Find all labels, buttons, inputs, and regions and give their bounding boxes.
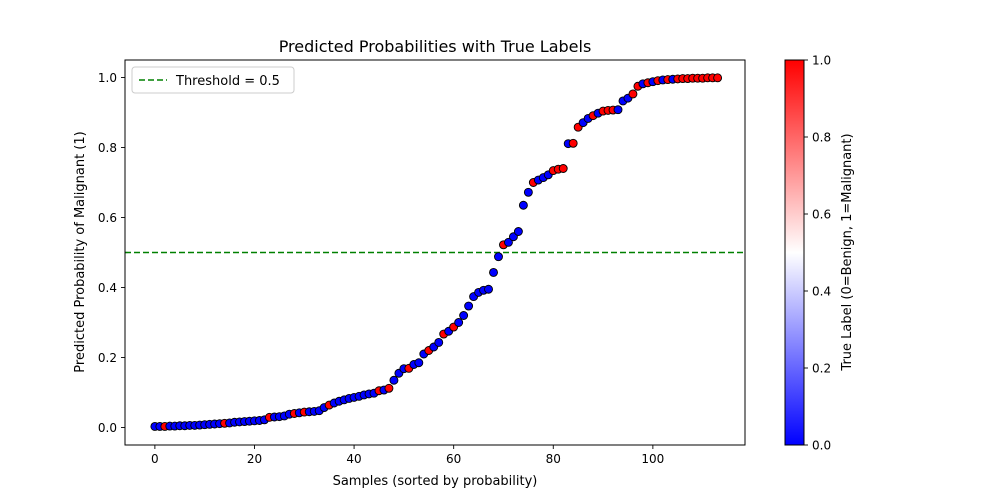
x-tick-label: 40 xyxy=(346,452,361,466)
y-axis-label: Predicted Probability of Malignant (1) xyxy=(73,131,88,372)
colorbar-tick-label: 0.8 xyxy=(812,131,831,145)
data-point xyxy=(518,200,528,210)
colorbar xyxy=(784,59,805,446)
data-point xyxy=(414,358,424,368)
colorbar-label: True Label (0=Benign, 1=Malignant) xyxy=(840,133,855,371)
x-tick-label: 0 xyxy=(151,452,159,466)
colorbar-tick-label: 1.0 xyxy=(812,54,831,68)
data-point xyxy=(513,227,523,236)
data-point xyxy=(523,187,533,197)
data-point xyxy=(494,252,503,262)
data-point xyxy=(558,164,568,173)
x-tick-label: 60 xyxy=(446,452,461,466)
chart-title: Predicted Probabilities with True Labels xyxy=(279,37,592,56)
data-point xyxy=(464,301,474,311)
data-point xyxy=(389,375,399,385)
x-axis: 0 20 40 60 80 100 xyxy=(151,445,664,466)
colorbar-tick-label: 0.0 xyxy=(812,439,831,453)
data-point xyxy=(434,338,444,347)
data-point xyxy=(504,237,513,247)
x-tick-label: 20 xyxy=(247,452,262,466)
y-tick-label: 0.4 xyxy=(98,281,117,295)
legend-box xyxy=(131,66,295,94)
y-tick-label: 0.0 xyxy=(98,421,117,435)
data-points xyxy=(150,73,723,431)
colorbar-tick-label: 0.2 xyxy=(812,362,831,376)
data-point xyxy=(454,318,464,327)
colorbar-axis: 0.0 0.2 0.4 0.6 0.8 1.0 xyxy=(804,54,831,453)
data-point xyxy=(713,73,723,83)
data-point xyxy=(613,105,623,115)
x-tick-label: 100 xyxy=(641,452,664,466)
data-point xyxy=(459,311,469,320)
data-point xyxy=(484,284,493,294)
legend-threshold-label: Threshold = 0.5 xyxy=(175,74,280,89)
x-axis-label: Samples (sorted by probability) xyxy=(333,474,538,489)
data-point xyxy=(489,268,498,277)
y-tick-label: 0.2 xyxy=(98,351,117,365)
legend: Threshold = 0.5 xyxy=(131,66,295,94)
data-point xyxy=(384,383,394,393)
x-tick-label: 80 xyxy=(546,452,561,466)
data-point xyxy=(628,89,638,99)
y-axis: 0.0 0.2 0.4 0.6 0.8 1.0 xyxy=(98,71,125,435)
y-tick-label: 0.8 xyxy=(98,141,117,155)
data-point xyxy=(568,138,578,148)
plot-frame xyxy=(124,59,746,446)
colorbar-tick-label: 0.6 xyxy=(812,208,831,222)
colorbar-tick-label: 0.4 xyxy=(812,285,831,299)
y-tick-label: 0.6 xyxy=(98,211,117,225)
y-tick-label: 1.0 xyxy=(98,71,117,85)
